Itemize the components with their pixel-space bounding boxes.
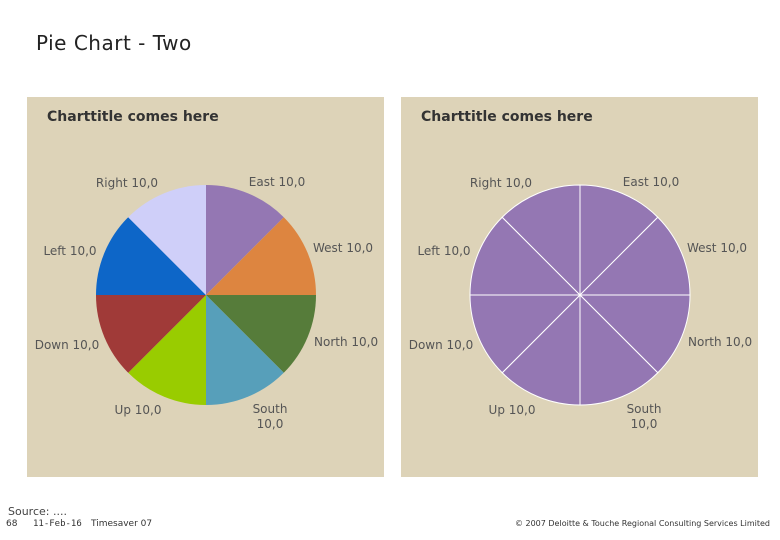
footer-copyright: © 2007 Deloitte & Touche Regional Consul…	[514, 519, 770, 528]
pie-slice-right	[128, 185, 206, 295]
pie-slice-west	[206, 217, 316, 295]
slice-label-right: Right 10,0	[96, 176, 158, 190]
page-number: 68	[6, 519, 18, 529]
chart-title: Charttitle comes here	[47, 109, 219, 125]
source-note: Source: ....	[8, 505, 67, 518]
pie-slice-left	[96, 217, 206, 295]
pie-slice-west	[578, 216, 691, 296]
slice-label-north: North 10,0	[688, 335, 752, 349]
slice-label-left: Left 10,0	[417, 244, 470, 258]
slice-label-west: West 10,0	[687, 241, 747, 255]
slice-label-west: West 10,0	[313, 241, 373, 255]
footer-version: Timesaver 07	[91, 519, 153, 529]
pie-slice-right	[501, 184, 581, 297]
pie-slice-east	[579, 184, 659, 297]
pie-chart-right: East 10,0 West 10,0 North 10,0 South 10,0 Up …	[409, 175, 752, 431]
pie-slice-left	[469, 216, 582, 296]
pie-slice-down	[469, 294, 582, 374]
slice-label-up: Up 10,0	[115, 403, 162, 417]
slice-label-right: Right 10,0	[470, 176, 532, 190]
slice-label-down: Down 10,0	[35, 338, 100, 352]
slice-label-south: South 10,0	[253, 402, 288, 431]
slice-label-down: Down 10,0	[409, 338, 474, 352]
chart-panel-left: Charttitle comes here East 10,0 West 10,0…	[27, 97, 384, 477]
pie-chart-left: East 10,0 West 10,0 North 10,0 South 10,0 Up …	[35, 175, 378, 431]
pie-slice-up	[501, 293, 581, 406]
slice-label-east: East 10,0	[623, 175, 679, 189]
slice-label-south: South 10,0	[627, 402, 662, 431]
slice-label-left: Left 10,0	[43, 244, 96, 258]
slice-label-east: East 10,0	[249, 175, 305, 189]
pie-slice-north	[578, 294, 691, 374]
chart-title: Charttitle comes here	[421, 109, 593, 125]
chart-panel-right: Charttitle comes here East 10,0 West 10,0…	[401, 97, 758, 477]
pie-slice-east	[206, 185, 284, 295]
footer-date: 11-Feb-16	[33, 519, 82, 529]
slice-label-up: Up 10,0	[489, 403, 536, 417]
slice-label-north: North 10,0	[314, 335, 378, 349]
pie-slice-up	[128, 295, 206, 405]
pie-slice-down	[96, 295, 206, 373]
pie-slice-north	[206, 295, 316, 373]
slide-title: Pie Chart - Two	[36, 31, 192, 55]
pie-slice-south	[579, 293, 659, 406]
pie-slice-south	[206, 295, 284, 405]
